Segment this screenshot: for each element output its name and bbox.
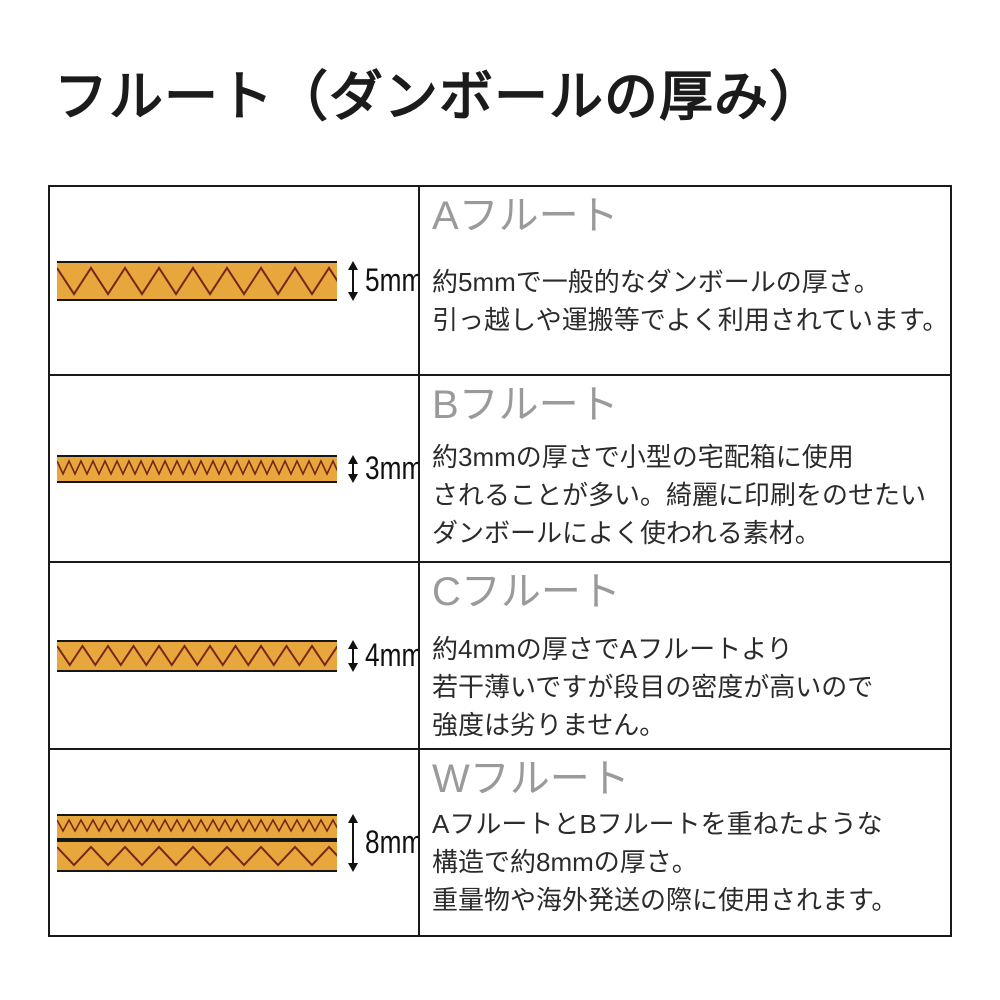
a-flute-thickness-label: 5mm [365, 262, 420, 298]
b-flute-text-cell: Bフルート 約3mmの厚さで小型の宅配箱に使用 されることが多い。綺麗に印刷をの… [420, 376, 950, 561]
description-line: 約3mmの厚さで小型の宅配箱に使用 [432, 442, 854, 472]
a-flute-text-cell: Aフルート 約5mmで一般的なダンボールの厚さ。 引っ越しや運搬等でよく利用され… [420, 187, 950, 374]
description-line: 約4mmの厚さでAフルートより [432, 634, 793, 664]
flute-table: 5mm Aフルート 約5mmで一般的なダンボールの厚さ。 引っ越しや運搬等でよく… [48, 185, 952, 937]
a-flute-cardboard-cross-section [57, 260, 337, 301]
flute-zigzag-wave [57, 643, 337, 667]
w-flute-heading: Wフルート [432, 757, 630, 801]
cardboard-layer-medium-wave [57, 639, 337, 672]
cardboard-layer-coarse-wave [57, 260, 337, 301]
thickness-double-arrow-icon [348, 813, 358, 872]
page-title: フルート（ダンボールの厚み） [54, 67, 824, 127]
c-flute-thickness-arrow-wrap [345, 639, 361, 672]
b-flute-thickness-arrow-wrap [345, 454, 361, 483]
description-line: AフルートとBフルートを重ねたような [432, 809, 883, 839]
table-row-w-flute: 8mm Wフルート AフルートとBフルートを重ねたような 構造で約8mmの厚さ。… [50, 748, 950, 935]
flute-zigzag-wave [57, 458, 337, 476]
thickness-double-arrow-icon [348, 454, 358, 483]
c-flute-text-cell: Cフルート 約4mmの厚さでAフルートより 若干薄いですが段目の密度が高いので … [420, 563, 950, 748]
description-line: 引っ越しや運搬等でよく利用されています。 [432, 305, 949, 335]
description-line: 約5mmで一般的なダンボールの厚さ。 [432, 267, 880, 297]
table-row-c-flute: 4mm Cフルート 約4mmの厚さでAフルートより 若干薄いですが段目の密度が高… [50, 561, 950, 748]
flute-zigzag-wave [57, 845, 337, 866]
b-flute-illustration-cell: 3mm [50, 376, 420, 561]
c-flute-thickness-label: 4mm [365, 637, 420, 673]
table-row-b-flute: 3mm Bフルート 約3mmの厚さで小型の宅配箱に使用 されることが多い。綺麗に… [50, 374, 950, 561]
description-line: 構造で約8mmの厚さ。 [432, 847, 698, 877]
b-flute-description: 約3mmの厚さで小型の宅配箱に使用 されることが多い。綺麗に印刷をのせたい ダン… [432, 438, 944, 552]
b-flute-thickness-label: 3mm [365, 450, 420, 486]
flute-zigzag-wave [57, 817, 337, 833]
description-line: ダンボールによく使われる素材。 [432, 518, 821, 548]
table-row-a-flute: 5mm Aフルート 約5mmで一般的なダンボールの厚さ。 引っ越しや運搬等でよく… [50, 187, 950, 374]
a-flute-description: 約5mmで一般的なダンボールの厚さ。 引っ越しや運搬等でよく利用されています。 [432, 263, 949, 339]
c-flute-description: 約4mmの厚さでAフルートより 若干薄いですが段目の密度が高いので 強度は劣りま… [432, 630, 944, 744]
a-flute-illustration-cell: 5mm [50, 187, 420, 374]
flute-zigzag-wave [57, 265, 337, 296]
cardboard-layer-fine-wave [57, 454, 337, 483]
description-line: 重量物や海外発送の際に使用されます。 [432, 885, 898, 915]
description-line: 若干薄いですが段目の密度が高いので [432, 672, 874, 702]
w-flute-cardboard-cross-section [57, 813, 337, 872]
cardboard-layer-coarse-wave [57, 839, 337, 872]
thickness-double-arrow-icon [348, 260, 358, 301]
w-flute-thickness-arrow-wrap [345, 813, 361, 872]
b-flute-cardboard-cross-section [57, 454, 337, 483]
thickness-double-arrow-icon [348, 639, 358, 672]
w-flute-illustration-cell: 8mm [50, 750, 420, 935]
c-flute-illustration-cell: 4mm [50, 563, 420, 748]
c-flute-heading: Cフルート [432, 570, 621, 614]
a-flute-heading: Aフルート [432, 194, 619, 238]
w-flute-thickness-label: 8mm [365, 824, 420, 860]
w-flute-text-cell: Wフルート AフルートとBフルートを重ねたような 構造で約8mmの厚さ。 重量物… [420, 750, 950, 935]
b-flute-heading: Bフルート [432, 383, 619, 427]
cardboard-layer-fine-wave [57, 813, 337, 840]
description-line: 強度は劣りません。 [432, 710, 666, 740]
description-line: されることが多い。綺麗に印刷をのせたい [432, 480, 927, 510]
c-flute-cardboard-cross-section [57, 639, 337, 672]
a-flute-thickness-arrow-wrap [345, 260, 361, 301]
w-flute-description: AフルートとBフルートを重ねたような 構造で約8mmの厚さ。 重量物や海外発送の… [432, 805, 944, 919]
